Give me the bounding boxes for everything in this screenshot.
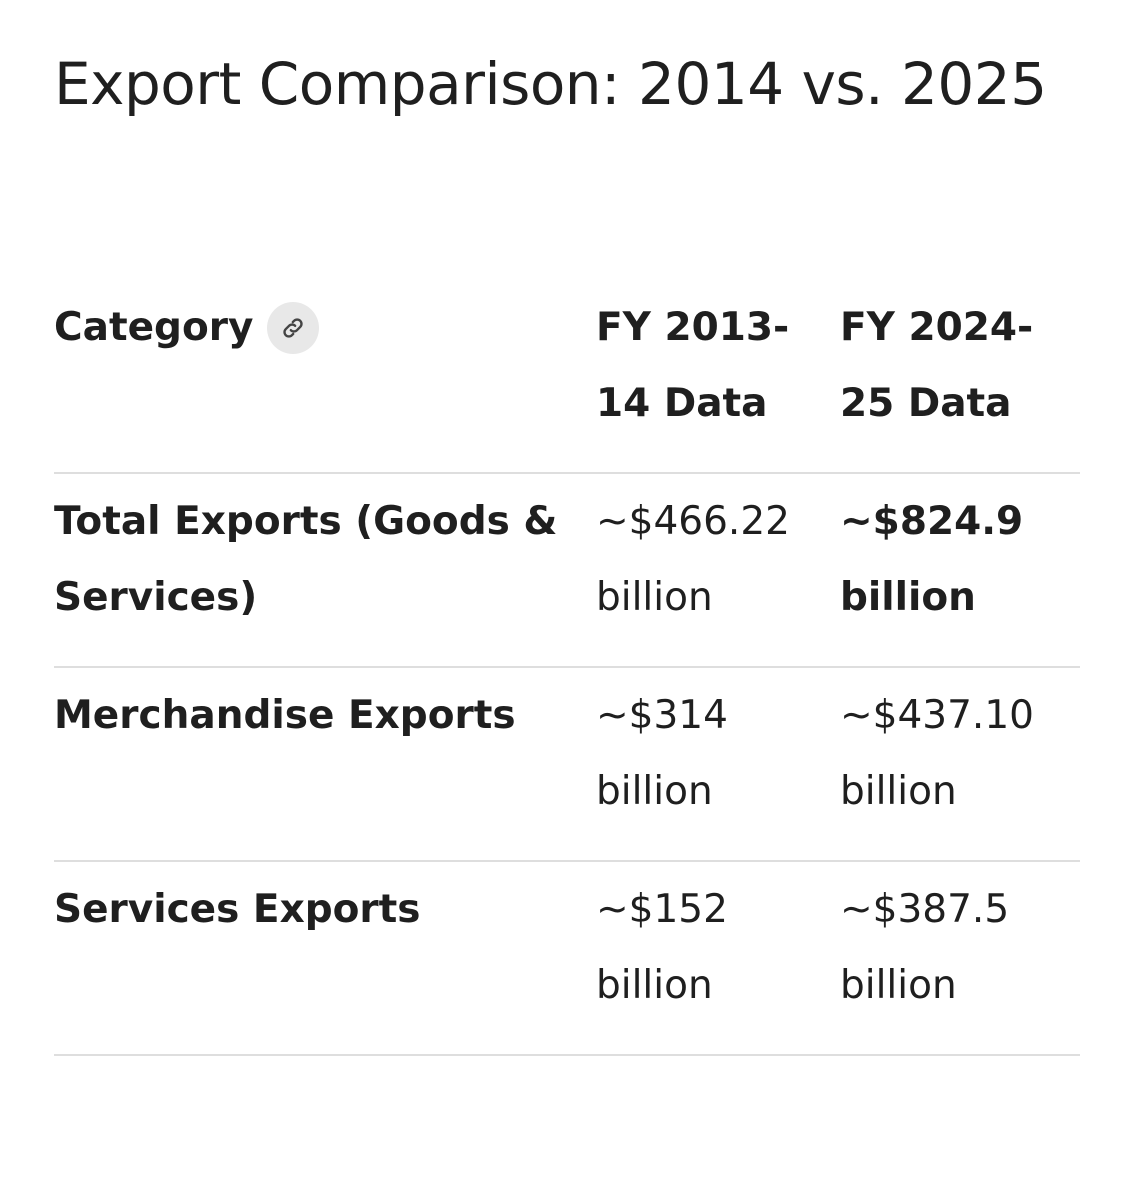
page-title: Export Comparison: 2014 vs. 2025 — [54, 50, 1047, 118]
row-category: Total Exports (Goods & Services) — [54, 473, 596, 668]
table-row: Total Exports (Goods & Services) ~$466.2… — [54, 473, 1080, 668]
row-fy2025-value: ~$824.9 billion — [840, 473, 1080, 668]
table-row: Services Exports ~$152 billion ~$387.5 b… — [54, 861, 1080, 1056]
header-fy2013-14: FY 2013-14 Data — [596, 290, 840, 474]
row-fy2014-value: ~$466.22 billion — [596, 473, 840, 668]
header-category: Category — [54, 290, 596, 474]
row-fy2025-value: ~$387.5 billion — [840, 861, 1080, 1056]
table-row: Merchandise Exports ~$314 billion ~$437.… — [54, 667, 1080, 862]
row-fy2014-value: ~$152 billion — [596, 861, 840, 1056]
page: Export Comparison: 2014 vs. 2025 Categor… — [54, 0, 1080, 1056]
row-category: Merchandise Exports — [54, 667, 596, 862]
header-category-label: Category — [54, 305, 254, 350]
export-comparison-table: Category FY 2013-14 Data FY 2024-25 Data… — [54, 290, 1080, 1056]
table-header-row: Category FY 2013-14 Data FY 2024-25 Data — [54, 290, 1080, 474]
header-fy2024-25: FY 2024-25 Data — [840, 290, 1080, 474]
row-fy2025-value: ~$437.10 billion — [840, 667, 1080, 862]
row-category: Services Exports — [54, 861, 596, 1056]
row-fy2014-value: ~$314 billion — [596, 667, 840, 862]
link-icon[interactable] — [267, 302, 320, 354]
